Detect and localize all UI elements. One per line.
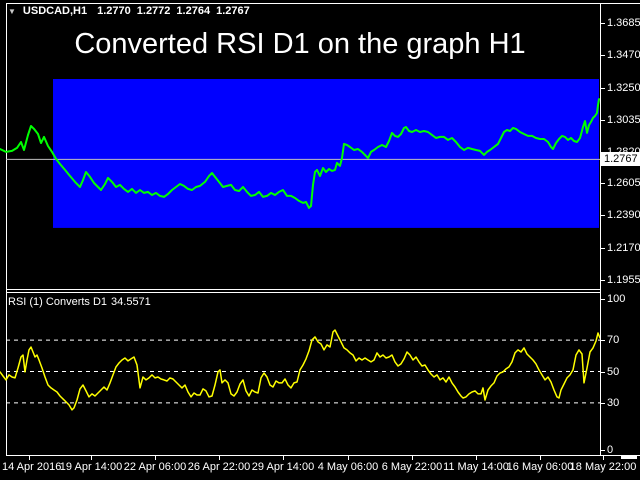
time-tick-label: 18 May 22:00 (569, 461, 637, 473)
rsi-tick-mark (600, 402, 605, 404)
rsi-panel-border-top[interactable] (6, 292, 600, 293)
symbol-info-row: ▼ USDCAD,H1 1.2770 1.2772 1.2764 1.2767 (8, 4, 256, 18)
time-tick-mark (540, 455, 541, 460)
symbol-dropdown-icon[interactable]: ▼ (8, 6, 16, 16)
price-tick-label: 1.2605 (607, 177, 640, 190)
time-tick-label: 14 Apr 2016 (2, 461, 62, 473)
price-tick-label: 1.2390 (607, 209, 640, 222)
rsi-level-lines (6, 339, 600, 404)
time-tick-label: 22 Apr 06:00 (123, 461, 187, 473)
time-axis-line (6, 455, 640, 456)
price-tick-label: 1.2170 (607, 242, 640, 254)
frame-border-left (6, 3, 7, 455)
rsi-tick-mark (600, 450, 605, 451)
price-tick-mark (600, 279, 605, 281)
rsi-tick-label: 100 (607, 293, 626, 305)
chart-title-label: Converted RSI D1 on the graph H1 (74, 28, 526, 60)
rsi-tick-label: 70 (607, 334, 620, 347)
price-axis-line (600, 3, 601, 455)
price-tick-mark (600, 119, 605, 121)
rsi-tick-mark (600, 340, 605, 342)
rsi-indicator-name: RSI (1) Converts D1 (8, 296, 108, 308)
rsi-indicator-label: RSI (1) Converts D1 34.5571 (8, 296, 151, 308)
rsi-tick-label: 50 (607, 365, 620, 378)
rsi-tick-label: 0 (607, 444, 614, 456)
time-tick-mark (91, 455, 92, 460)
close-value: 1.2767 (216, 5, 250, 17)
price-polyline (0, 98, 600, 209)
time-tick-label: 4 May 06:00 (317, 461, 379, 473)
rsi-polyline (0, 329, 601, 411)
price-tick-mark (600, 215, 605, 217)
rsi-tick-mark (600, 299, 605, 300)
time-tick-label: 19 Apr 14:00 (59, 461, 123, 473)
rsi-indicator-value: 34.5571 (111, 296, 151, 308)
time-tick-label: 16 May 06:00 (506, 461, 574, 473)
price-tick-mark (600, 151, 605, 153)
price-tick-label: 1.3470 (607, 49, 640, 61)
price-tick-label: 1.3685 (607, 17, 640, 29)
bid-price-box: 1.2767 (600, 152, 640, 167)
time-tick-label: 6 May 22:00 (381, 461, 443, 473)
price-tick-mark (600, 183, 605, 185)
bid-price-value: 1.2767 (604, 153, 638, 166)
price-tick-label: 1.3035 (607, 113, 640, 126)
price-tick-mark (600, 55, 605, 56)
time-tick-mark (348, 455, 349, 460)
time-tick-mark (155, 455, 156, 460)
axis-corner (621, 455, 637, 459)
symbol-label: USDCAD,H1 (22, 5, 88, 17)
price-tick-mark (600, 87, 605, 89)
open-value: 1.2770 (97, 5, 131, 17)
low-value: 1.2764 (176, 5, 211, 17)
time-tick-label: 11 May 14:00 (443, 461, 509, 473)
price-tick-label: 1.3250 (607, 81, 640, 94)
high-value: 1.2772 (136, 5, 171, 17)
price-tick-mark (600, 248, 605, 249)
highlight-rectangle[interactable] (53, 79, 599, 228)
time-tick-mark (603, 455, 604, 460)
time-tick-label: 29 Apr 14:00 (251, 461, 315, 473)
time-tick-mark (283, 455, 284, 460)
price-tick-label: 1.1955 (607, 273, 640, 286)
frame-border-top (6, 3, 640, 4)
panel-splitter[interactable] (6, 289, 600, 290)
time-tick-mark (29, 455, 30, 460)
time-tick-mark (476, 455, 477, 460)
time-tick-label: 26 Apr 22:00 (187, 461, 251, 473)
rsi-tick-label: 30 (607, 396, 620, 409)
price-tick-mark (600, 23, 605, 24)
time-tick-mark (219, 455, 220, 460)
rsi-tick-mark (600, 371, 605, 373)
time-tick-mark (412, 455, 413, 460)
